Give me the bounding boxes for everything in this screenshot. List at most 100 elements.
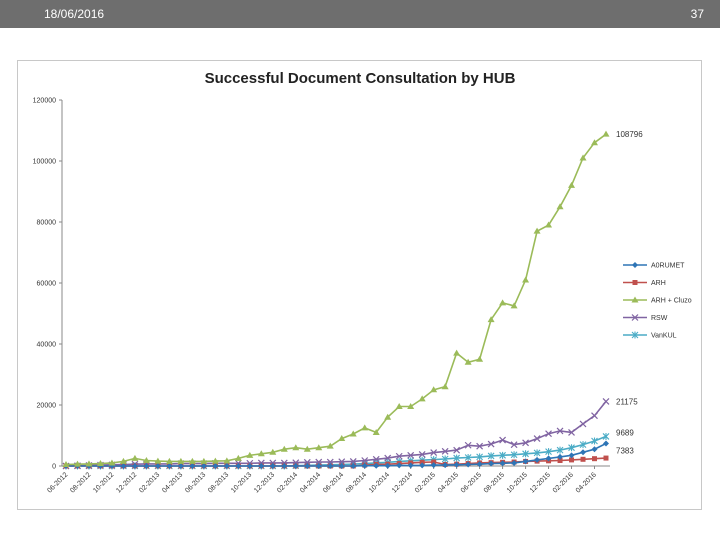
- data-point-arh-cluzo: [280, 445, 288, 452]
- series-line-arh-cluzo: [65, 133, 607, 466]
- data-point-arh-cluzo: [545, 221, 553, 228]
- data-point-arh-cluzo: [568, 181, 576, 188]
- data-point-a0rumet: [442, 462, 449, 469]
- x-tick-label: 10-2013: [230, 471, 253, 494]
- end-value-label: 21175: [616, 397, 638, 406]
- data-point-a0rumet: [154, 463, 161, 469]
- data-point-vankul: [464, 453, 472, 461]
- header-date: 18/06/2016: [44, 7, 105, 21]
- series-line-rsw: [65, 400, 607, 467]
- data-point-arh-cluzo: [441, 383, 449, 390]
- data-point-arh: [603, 455, 609, 461]
- data-point-arh-cluzo: [73, 460, 81, 467]
- x-tick-label: 04-2016: [575, 471, 598, 494]
- x-tick-label: 12-2014: [391, 471, 414, 494]
- data-point-arh-cluzo: [154, 457, 162, 464]
- legend-label-rsw: RSW: [651, 315, 668, 322]
- data-point-a0rumet: [396, 462, 403, 469]
- data-point-arh-cluzo: [407, 403, 415, 410]
- data-point-arh-cluzo: [177, 457, 185, 464]
- data-point-a0rumet: [189, 463, 196, 469]
- data-point-rsw: [510, 441, 518, 449]
- data-point-rsw: [384, 454, 392, 462]
- data-point-rsw: [579, 420, 587, 428]
- data-point-rsw: [522, 439, 529, 447]
- data-point-a0rumet: [269, 463, 276, 469]
- data-point-rsw: [602, 397, 610, 405]
- y-tick-label: 60000: [37, 281, 57, 288]
- data-point-a0rumet: [419, 462, 426, 469]
- data-point-arh-cluzo: [257, 450, 265, 457]
- data-point-arh-cluzo: [464, 358, 472, 365]
- chart-title: Successful Document Consultation by HUB: [204, 70, 516, 87]
- x-tick-label: 10-2012: [92, 471, 115, 494]
- data-point-vankul: [487, 452, 495, 460]
- data-point-rsw: [556, 427, 564, 435]
- data-point-a0rumet: [384, 462, 391, 469]
- x-tick-label: 10-2015: [506, 471, 529, 494]
- data-point-a0rumet: [373, 462, 380, 469]
- data-point-vankul: [510, 451, 518, 459]
- data-point-arh-cluzo: [326, 442, 334, 449]
- data-point-a0rumet: [143, 463, 150, 469]
- data-point-a0rumet: [235, 463, 242, 469]
- data-point-arh-cluzo: [200, 457, 208, 464]
- x-tick-label: 06-2014: [322, 471, 345, 494]
- data-point-a0rumet: [200, 463, 207, 469]
- data-point-arh-cluzo: [234, 454, 242, 461]
- data-point-rsw: [361, 457, 369, 464]
- data-point-a0rumet: [327, 463, 334, 469]
- data-point-a0rumet: [545, 455, 552, 462]
- end-value-label: 108796: [616, 130, 643, 139]
- data-point-a0rumet: [281, 463, 288, 469]
- data-point-arh-cluzo: [349, 430, 357, 437]
- legend-label-arh: ARH: [651, 280, 666, 287]
- data-point-arh-cluzo: [499, 299, 507, 306]
- y-tick-label: 40000: [37, 342, 57, 349]
- data-point-arh-cluzo: [119, 457, 127, 464]
- data-point-a0rumet: [476, 461, 483, 468]
- x-tick-label: 06-2012: [46, 471, 69, 494]
- x-tick-label: 12-2012: [115, 471, 138, 494]
- data-point-a0rumet: [511, 459, 518, 466]
- data-point-a0rumet: [177, 463, 184, 469]
- data-point-arh-cluzo: [591, 139, 599, 146]
- data-point-arh-cluzo: [108, 459, 116, 466]
- data-point-a0rumet: [315, 463, 322, 469]
- data-point-arh: [569, 457, 575, 463]
- data-point-rsw: [372, 455, 380, 463]
- data-point-a0rumet: [131, 463, 138, 469]
- data-point-a0rumet: [361, 462, 368, 469]
- data-point-rsw: [453, 446, 461, 454]
- data-point-arh-cluzo: [395, 403, 403, 410]
- x-tick-label: 02-2015: [414, 471, 437, 494]
- data-point-vankul: [522, 450, 529, 458]
- data-point-rsw: [395, 452, 403, 460]
- data-point-a0rumet: [223, 463, 230, 469]
- data-point-a0rumet: [453, 461, 460, 468]
- data-point-arh-cluzo: [579, 154, 587, 161]
- data-point-arh-cluzo: [476, 355, 484, 362]
- x-tick-label: 02-2014: [276, 471, 299, 494]
- data-point-arh-cluzo: [211, 457, 219, 464]
- data-point-arh-cluzo: [315, 444, 323, 451]
- data-point-a0rumet: [292, 463, 299, 469]
- data-point-arh-cluzo: [223, 457, 231, 464]
- data-point-a0rumet: [591, 446, 598, 453]
- x-tick-label: 08-2014: [345, 471, 368, 494]
- x-tick-label: 06-2015: [460, 471, 483, 494]
- data-point-a0rumet: [338, 463, 345, 469]
- legend-label-a0rumet: A0RUMET: [651, 263, 685, 270]
- x-tick-label: 12-2015: [529, 471, 552, 494]
- data-point-a0rumet: [212, 463, 219, 469]
- data-point-a0rumet: [258, 463, 265, 469]
- data-point-a0rumet: [522, 458, 529, 465]
- data-point-arh-cluzo: [292, 444, 300, 451]
- page-number: 37: [690, 7, 704, 21]
- data-point-arh-cluzo: [522, 276, 530, 283]
- legend-marker-arh: [632, 280, 638, 285]
- data-point-arh-cluzo: [510, 302, 518, 309]
- end-value-label: 9689: [616, 428, 634, 437]
- end-value-label: 7383: [616, 446, 634, 455]
- data-point-rsw: [464, 441, 472, 449]
